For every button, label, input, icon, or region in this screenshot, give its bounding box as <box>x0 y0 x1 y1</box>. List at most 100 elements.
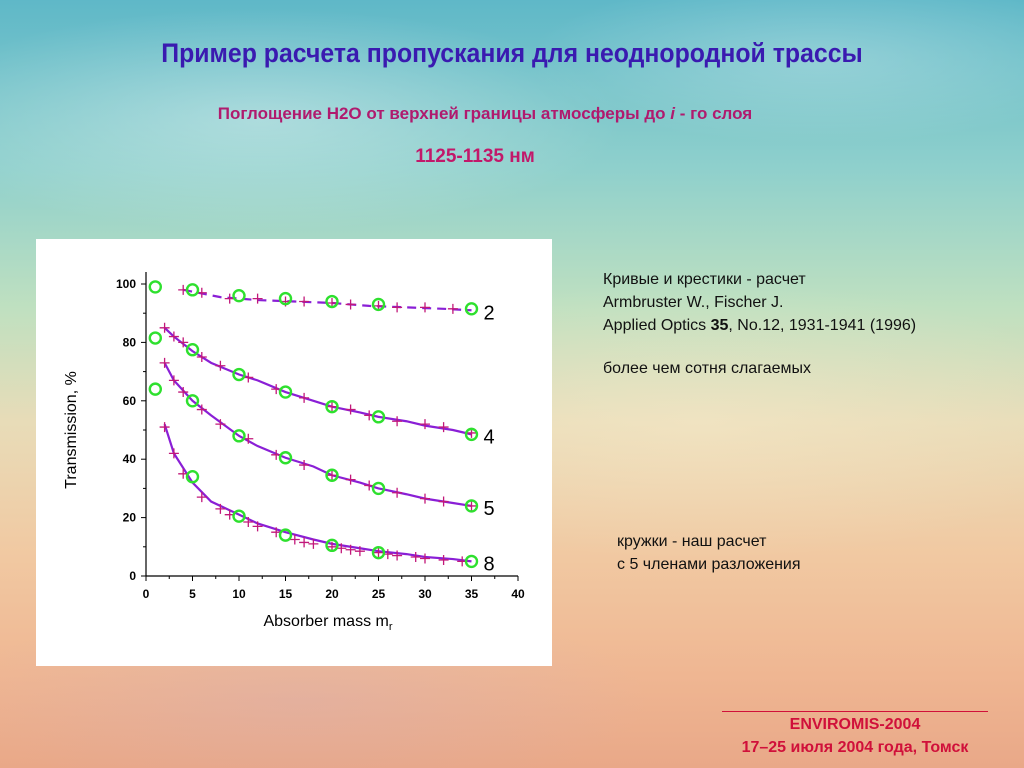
note-line-6: с 5 членами разложения <box>617 556 801 573</box>
series-8-cross <box>252 521 263 532</box>
series-5-cross <box>159 357 170 368</box>
series-8-cross <box>215 503 226 514</box>
series-2-circle <box>371 297 386 312</box>
subtitle-italic-i: i <box>670 104 676 123</box>
series-4-circle <box>464 427 479 442</box>
note-line-3a: Applied Optics <box>603 317 711 334</box>
series-2-cross <box>447 303 458 314</box>
footer-divider <box>722 711 988 712</box>
series-2-cross <box>345 299 356 310</box>
series-2-cross <box>299 296 310 307</box>
series-5-circle <box>232 429 246 443</box>
series-4-circle <box>232 367 246 382</box>
series-5-circle <box>371 481 386 496</box>
subtitle-text-a: Поглощение H2O от верхней границы атмосф… <box>217 104 671 123</box>
series-4-cross <box>215 360 226 371</box>
y-tick-label: 80 <box>123 335 137 349</box>
series-8-cross <box>354 546 365 557</box>
x-tick-label: 5 <box>189 587 196 601</box>
series-8-cross <box>345 544 356 555</box>
circles-note: кружки - наш расчет с 5 членами разложен… <box>617 530 801 576</box>
slide-title: Пример расчета пропускания для неоднород… <box>161 38 863 68</box>
series-8-cross <box>289 534 300 545</box>
series-8-cross <box>196 492 207 503</box>
x-tick-label: 15 <box>279 587 293 601</box>
series-8-cross <box>410 552 421 563</box>
series-4-cross <box>168 331 179 342</box>
x-tick-label: 40 <box>511 587 525 601</box>
series-2-circle <box>185 283 200 297</box>
series-8-circle <box>232 509 246 523</box>
series-4-label: 4 <box>484 426 495 448</box>
series-4-cross <box>299 392 310 403</box>
series-4-cross <box>438 422 449 433</box>
note-line-5: кружки - наш расчет <box>617 533 767 550</box>
x-tick-label: 10 <box>232 587 246 601</box>
x-tick-label: 20 <box>325 587 339 601</box>
series-4-cross <box>196 352 207 362</box>
series-5-cross <box>327 470 337 481</box>
x-tick-label: 30 <box>418 587 432 601</box>
series-2-circle <box>278 291 293 306</box>
y-tick-label: 20 <box>123 511 137 525</box>
terms-note: более чем сотня слагаемых <box>603 360 811 377</box>
x-tick-label: 25 <box>372 587 386 601</box>
y-tick-label: 40 <box>123 452 137 466</box>
series-2-circle <box>464 302 479 316</box>
series-8-circle <box>325 538 339 553</box>
series-4-cross <box>159 322 170 333</box>
chart-panel: 0 5 10 15 20 25 30 35 40 0 20 40 60 80 100 Absorber mas… <box>36 239 552 666</box>
series-8-circle <box>371 545 386 560</box>
series-8-circle <box>464 554 479 569</box>
series-4-circle <box>325 399 339 414</box>
series-5-label: 5 <box>484 498 495 520</box>
series-2-label: 2 <box>484 302 495 324</box>
series-8-cross <box>243 516 254 527</box>
series-2-circle <box>148 280 163 294</box>
series-8-curve <box>163 423 472 563</box>
note-line-3: Applied Optics 35, No.12, 1931-1941 (199… <box>603 314 916 337</box>
note-line-3b: 35 <box>710 317 729 334</box>
series-5-cross <box>168 375 179 386</box>
series-8-circle <box>185 470 200 484</box>
series-8-cross <box>438 554 449 565</box>
series-8-cross <box>299 537 310 548</box>
series-2-circle <box>232 288 246 303</box>
series-5-circle <box>185 394 200 408</box>
series-5-cross <box>420 493 430 504</box>
footer-conference: ENVIROMIS-2004 <box>789 716 921 733</box>
reference-note: Кривые и крестики - расчет Armbruster W.… <box>603 268 916 337</box>
series-2-cross <box>420 302 430 313</box>
y-tick-label: 100 <box>116 277 136 291</box>
series-5-cross <box>178 387 189 398</box>
series-5-curve <box>163 362 472 508</box>
series-5-cross <box>466 500 477 511</box>
x-tick-label: 0 <box>143 587 150 601</box>
series-4-cross <box>420 419 430 430</box>
series-4-cross <box>392 416 403 427</box>
note-line-3c: , No.12, 1931-1941 (1996) <box>728 317 917 334</box>
series-5-cross <box>299 460 310 471</box>
x-tick-label: 35 <box>465 587 479 601</box>
series-5-circle <box>148 382 163 396</box>
series-8-cross <box>373 547 384 558</box>
series-4-cross <box>178 337 189 348</box>
series-4-curve <box>163 326 472 436</box>
series-5-cross <box>438 496 449 507</box>
slide-subtitle: Поглощение H2O от верхней границы атмосф… <box>0 104 970 124</box>
footer-date-place: 17–25 июля 2004 года, Томск <box>741 739 969 756</box>
series-5-circle <box>325 468 339 482</box>
series-4-circle <box>371 410 386 424</box>
series-8-cross <box>159 422 170 433</box>
series-2-cross <box>252 293 263 304</box>
series-8-cross <box>420 553 430 564</box>
y-tick-label: 60 <box>123 394 137 408</box>
wavelength-range: 1125-1135 нм <box>415 146 535 167</box>
series-4-cross <box>345 404 356 415</box>
y-axis-label: Transmission, % <box>63 371 80 489</box>
subtitle-text-b: - го слоя <box>675 104 753 123</box>
x-axis-label-subscript: r <box>389 621 393 633</box>
series-4-cross <box>327 401 337 412</box>
series-2-cross <box>392 302 403 313</box>
series-8-cross <box>392 550 403 561</box>
